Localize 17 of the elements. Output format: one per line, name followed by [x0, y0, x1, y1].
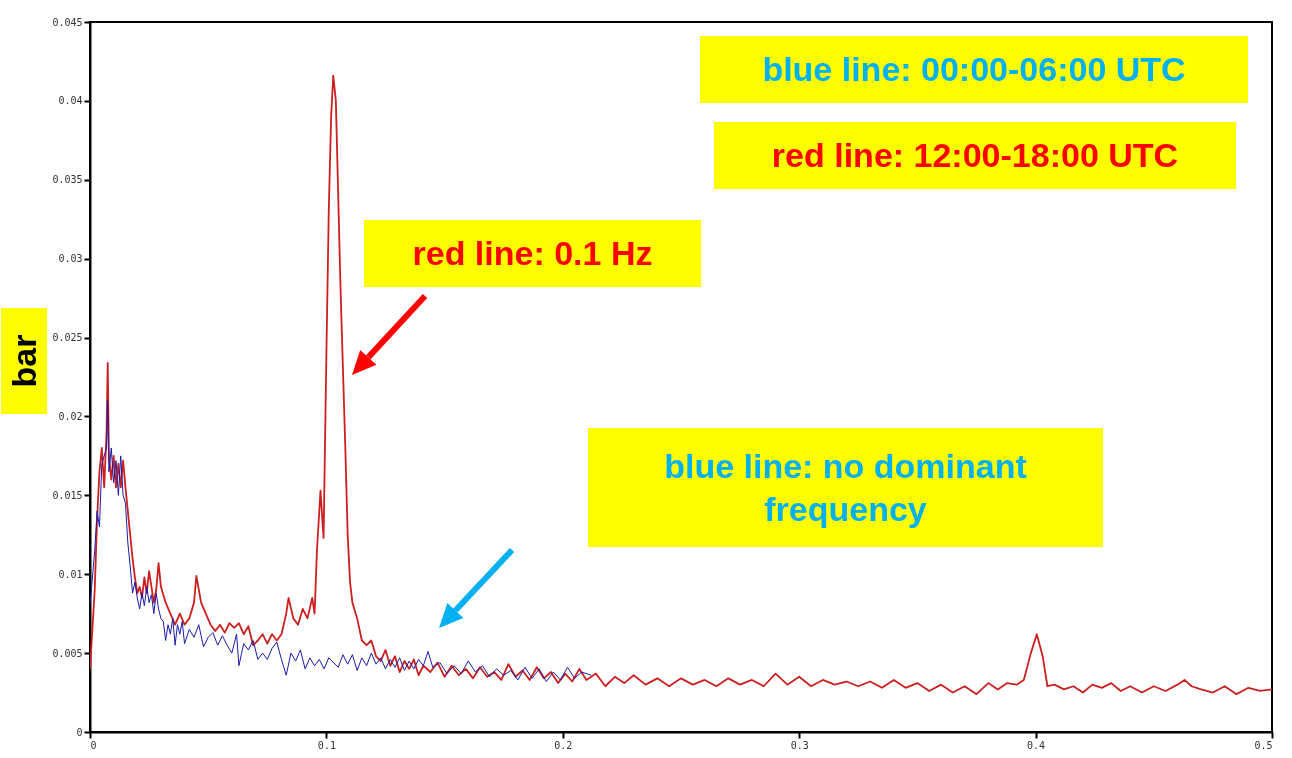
y-tick-label: 0.02 [58, 410, 83, 422]
x-tick-label: 0 [90, 739, 97, 751]
y-tick-label: 0.005 [52, 647, 83, 659]
x-tick-label: 0.2 [554, 739, 573, 751]
y-tick-label: 0.015 [52, 489, 83, 501]
y-tick-label: 0.03 [58, 253, 83, 265]
x-tick-label: 0.4 [1027, 739, 1046, 751]
x-tick-label: 0.5 [1254, 739, 1273, 751]
y-tick-label: 0.045 [52, 16, 83, 28]
y-tick-label: 0.025 [52, 332, 83, 344]
y-tick-label: 0.035 [52, 174, 83, 186]
line-series [90, 400, 592, 683]
y-tick-label: 0 [76, 726, 83, 738]
x-tick-label: 0.3 [790, 739, 809, 751]
y-tick-label: 0.04 [58, 95, 83, 107]
y-tick-label: 0.01 [58, 568, 83, 580]
x-tick-label: 0.1 [317, 739, 336, 751]
